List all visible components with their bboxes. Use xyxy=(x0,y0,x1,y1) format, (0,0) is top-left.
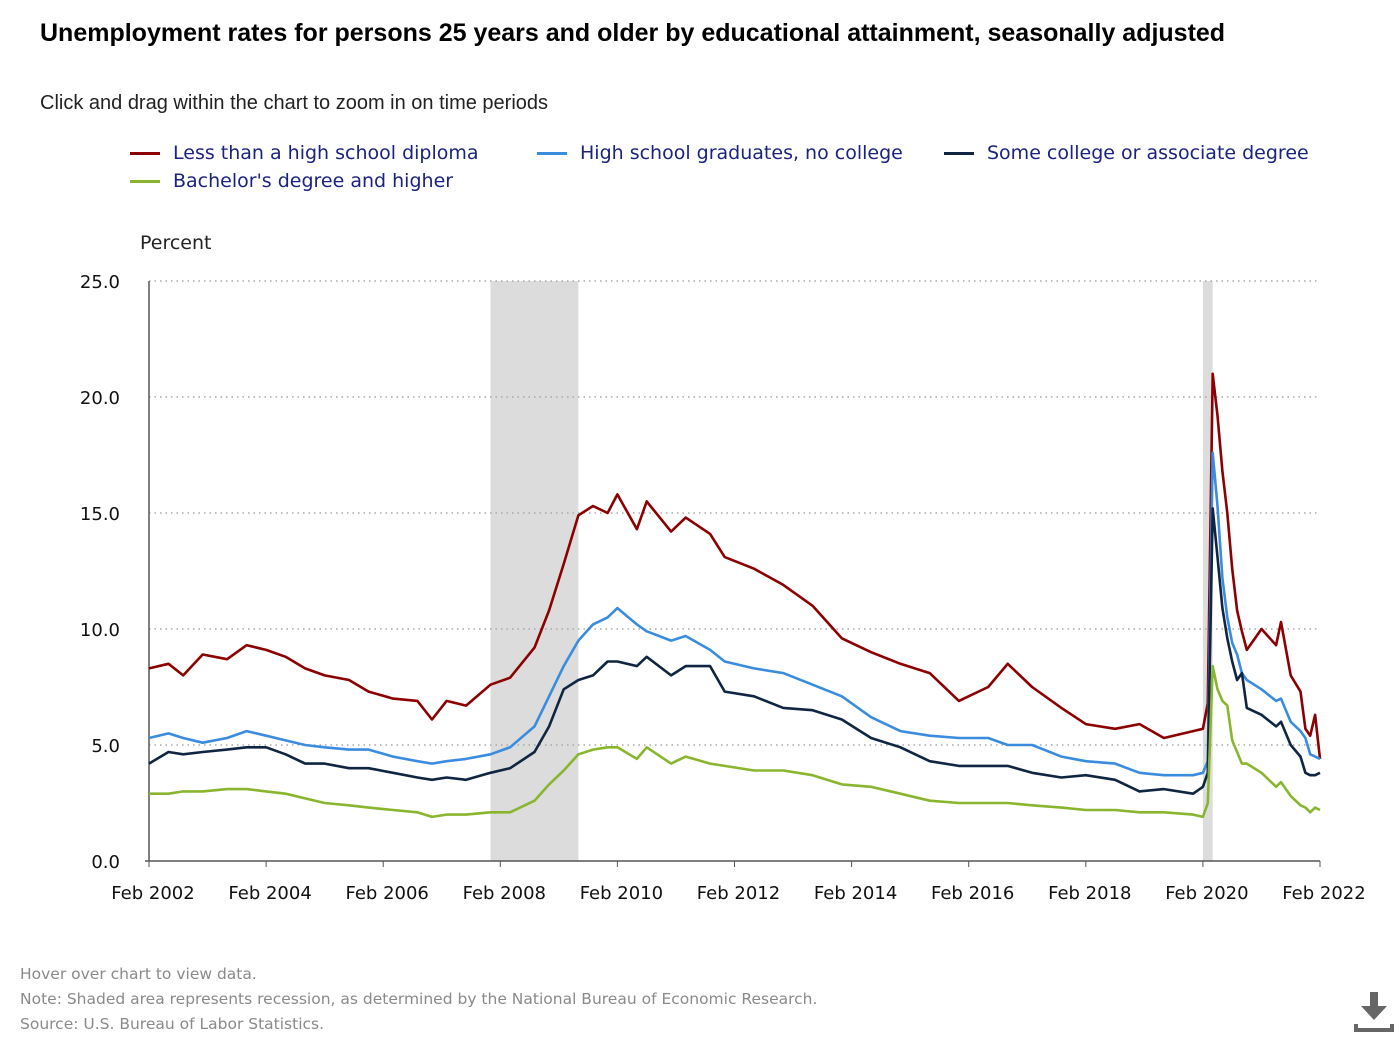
recession-band xyxy=(490,281,579,861)
line-chart[interactable]: 0.0 5.0 10.0 15.0 20.0 25.0 Feb 2002 Feb 2004 Fe… xyxy=(0,225,1400,915)
chart-title: Unemployment rates for persons 25 years … xyxy=(40,19,1226,47)
legend-item-bachelors[interactable]: Bachelor's degree and higher xyxy=(130,170,453,192)
x-tick-label: Feb 2006 xyxy=(345,883,428,904)
x-tick-label: Feb 2018 xyxy=(1048,883,1131,904)
legend-label: Less than a high school diploma xyxy=(173,142,479,164)
y-tick-label: 10.0 xyxy=(80,620,120,641)
series-line-2 xyxy=(148,507,1321,795)
download-icon xyxy=(1354,992,1394,1032)
axes: 0.0 5.0 10.0 15.0 20.0 25.0 Feb 2002 Feb 2004 Fe… xyxy=(80,272,1366,904)
legend-label: High school graduates, no college xyxy=(580,142,903,164)
y-tick-label: 5.0 xyxy=(91,736,120,757)
x-tick-label: Feb 2016 xyxy=(931,883,1014,904)
legend-item-some-college[interactable]: Some college or associate degree xyxy=(944,142,1309,164)
legend-label: Bachelor's degree and higher xyxy=(173,170,454,192)
x-tick-label: Feb 2020 xyxy=(1165,883,1248,904)
legend-item-high-school-graduates[interactable]: High school graduates, no college xyxy=(537,142,903,164)
y-tick-label: 15.0 xyxy=(80,504,120,525)
y-tick-label: 25.0 xyxy=(80,272,120,293)
recession-shading xyxy=(490,281,1213,861)
x-tick-label: Feb 2022 xyxy=(1282,883,1365,904)
x-tick-label: Feb 2008 xyxy=(463,883,546,904)
series-line-1 xyxy=(148,451,1321,777)
legend-swatch xyxy=(944,151,974,155)
y-axis-title: Percent xyxy=(140,232,212,254)
recession-band xyxy=(1202,281,1213,861)
source-note: Source: U.S. Bureau of Labor Statistics. xyxy=(20,1015,325,1033)
legend-item-less-than-high-school[interactable]: Less than a high school diploma xyxy=(130,142,479,164)
footer-notes: Hover over chart to view data. Note: Sha… xyxy=(20,962,817,1037)
x-tick-label: Feb 2002 xyxy=(111,883,194,904)
recession-note: Note: Shaded area represents recession, … xyxy=(20,990,818,1008)
legend: Less than a high school diploma High sch… xyxy=(0,138,1400,198)
x-tick-label: Feb 2012 xyxy=(697,883,780,904)
series-line-0 xyxy=(148,372,1322,760)
series-line-3 xyxy=(149,664,1321,819)
y-tick-label: 20.0 xyxy=(80,388,120,409)
x-tick-label: Feb 2010 xyxy=(580,883,663,904)
legend-label: Some college or associate degree xyxy=(987,142,1309,164)
download-button[interactable] xyxy=(1352,990,1396,1034)
y-tick-label: 0.0 xyxy=(91,852,120,873)
x-tick-label: Feb 2004 xyxy=(228,883,311,904)
series-lines xyxy=(148,372,1322,819)
legend-swatch xyxy=(130,179,160,183)
x-tick-label: Feb 2014 xyxy=(814,883,897,904)
chart-subtitle: Click and drag within the chart to zoom … xyxy=(40,92,549,114)
legend-swatch xyxy=(130,151,160,155)
legend-swatch xyxy=(537,151,567,155)
hover-hint: Hover over chart to view data. xyxy=(20,965,257,983)
